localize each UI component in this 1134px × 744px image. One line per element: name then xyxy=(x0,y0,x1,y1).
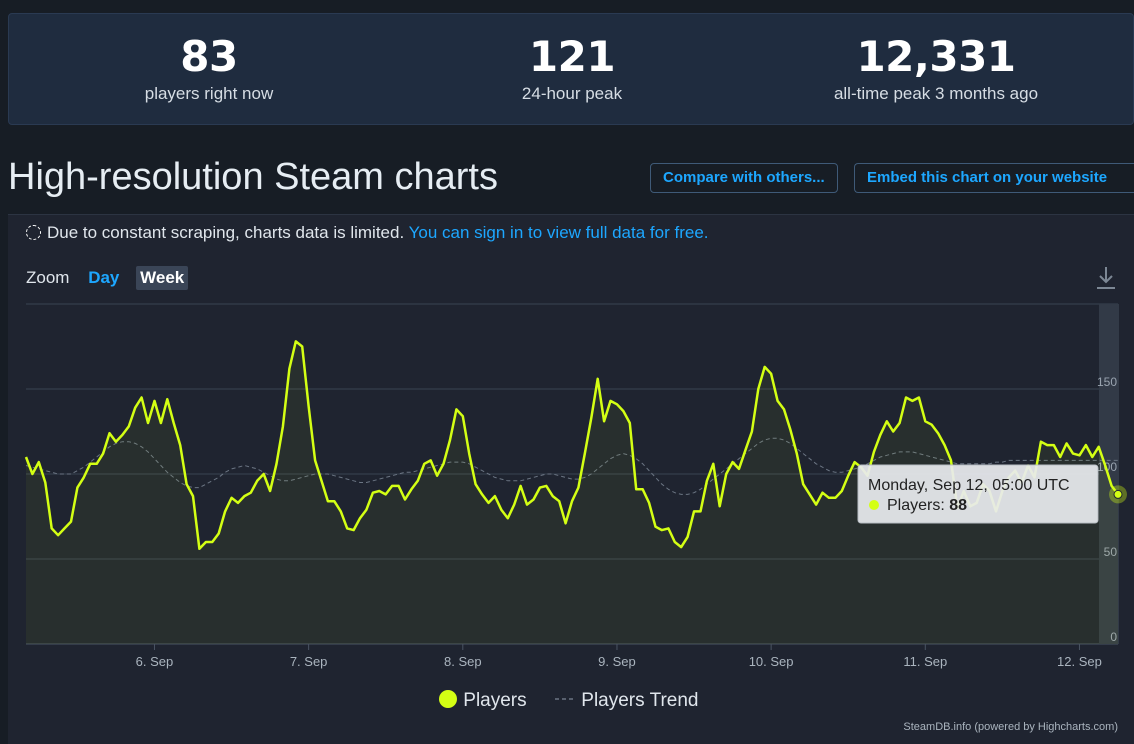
sign-in-link[interactable]: You can sign in to view full data for fr… xyxy=(408,223,709,242)
legend-trend-marker xyxy=(555,698,575,700)
x-tick-label: 10. Sep xyxy=(749,654,794,669)
notice-text: Due to constant scraping, charts data is… xyxy=(47,223,405,242)
chart-panel: Due to constant scraping, charts data is… xyxy=(8,214,1134,744)
players-chart[interactable]: 0 50 100 150 6. Sep 7. Sep 8. Sep 9. Sep 10. Se… xyxy=(8,215,1134,685)
compare-button[interactable]: Compare with others... xyxy=(650,163,838,193)
players-now-label: players right now xyxy=(144,84,274,103)
y-tick-label: 0 xyxy=(1110,630,1117,644)
peak-24h-label: 24-hour peak xyxy=(521,84,623,103)
x-tick-label: 8. Sep xyxy=(444,654,482,669)
embed-chart-button[interactable]: Embed this chart on your website xyxy=(854,163,1134,193)
all-time-peak-label: all-time peak 3 months ago xyxy=(833,84,1039,103)
x-tick-label: 7. Sep xyxy=(290,654,328,669)
chart-credit: SteamDB.info (powered by Highcharts.com) xyxy=(903,721,1118,733)
all-time-peak-value: 12,331 xyxy=(856,32,1016,81)
x-tick-label: 6. Sep xyxy=(136,654,174,669)
stat-all-time-peak: 12,331 all-time peak 3 months ago xyxy=(786,14,1086,104)
players-now-value: 83 xyxy=(180,32,238,81)
tooltip-date: Monday, Sep 12, 05:00 UTC xyxy=(868,477,1070,494)
players-line xyxy=(24,340,1119,551)
zoom-day-button[interactable]: Day xyxy=(88,268,120,287)
legend-trend-label: Players Trend xyxy=(581,690,699,711)
chart-tooltip: Monday, Sep 12, 05:00 UTC Players: 88 xyxy=(857,464,1099,524)
players-area xyxy=(26,341,1118,644)
y-tick-label: 100 xyxy=(1097,460,1117,474)
legend-players[interactable]: Players xyxy=(438,689,527,712)
tooltip-series-dot xyxy=(869,500,879,510)
zoom-week-button[interactable]: Week xyxy=(136,266,189,290)
svg-text:Players: 88: Players: 88 xyxy=(887,497,967,514)
legend-trend[interactable]: Players Trend xyxy=(554,689,699,712)
y-tick-label: 150 xyxy=(1097,375,1117,389)
loading-spinner-icon xyxy=(26,225,41,240)
zoom-controls: Zoom Day Week xyxy=(26,266,189,290)
scraping-notice: Due to constant scraping, charts data is… xyxy=(26,223,709,243)
tooltip-label: Players: xyxy=(887,497,945,514)
legend-players-label: Players xyxy=(463,690,527,711)
stat-players-now: 83 players right now xyxy=(59,14,359,104)
tooltip-value: 88 xyxy=(949,497,967,514)
y-tick-label: 50 xyxy=(1104,545,1118,559)
x-tick-label: 12. Sep xyxy=(1057,654,1102,669)
stat-24h-peak: 121 24-hour peak xyxy=(422,14,722,104)
stats-panel: 83 players right now 121 24-hour peak 12… xyxy=(8,13,1134,125)
players-trend-line xyxy=(25,437,1118,495)
chart-grid xyxy=(26,303,1118,645)
section-title: High-resolution Steam charts xyxy=(8,156,498,198)
peak-24h-value: 121 xyxy=(528,32,616,81)
hover-point xyxy=(1113,489,1123,499)
legend-players-marker xyxy=(439,690,457,708)
zoom-label: Zoom xyxy=(26,268,70,287)
x-tick-label: 11. Sep xyxy=(903,654,947,669)
x-tick-label: 9. Sep xyxy=(598,654,636,669)
download-icon[interactable] xyxy=(1096,265,1116,291)
